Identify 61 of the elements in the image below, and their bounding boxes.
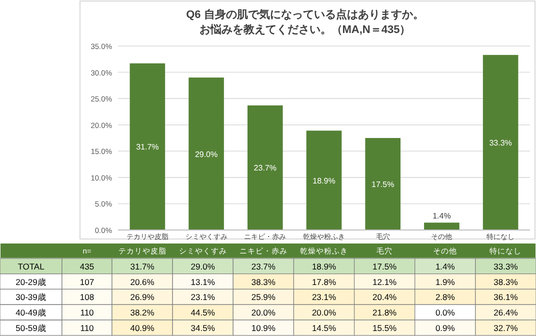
bar	[482, 54, 518, 230]
chart-title: Q6 自身の肌で気になっている点はありますか。	[186, 8, 424, 21]
data-label: 0.9%	[435, 323, 456, 333]
data-label: 15.5%	[372, 323, 398, 333]
bar	[306, 130, 342, 230]
data-label: 2.8%	[435, 292, 456, 302]
data-label: 12.1%	[372, 276, 398, 287]
bar	[130, 63, 166, 230]
data-label: 1.4%	[435, 261, 456, 272]
data-label: 10.9%	[251, 323, 276, 333]
data-label: 110	[80, 308, 94, 318]
bar	[424, 222, 460, 230]
data-label: 21.8%	[372, 308, 398, 318]
data-label: 18.9%	[312, 176, 336, 186]
data-label: 26.9%	[130, 292, 155, 302]
data-label: 1.4%	[432, 212, 451, 221]
y-tick-label: 40-49歳	[16, 308, 46, 318]
data-label: 0.0%	[435, 308, 456, 318]
data-label: 18.9%	[312, 261, 336, 272]
data-label: 26.4%	[494, 308, 518, 318]
data-label: 29.0%	[194, 150, 218, 159]
bar	[247, 105, 283, 230]
y-tick-label: 30-39歳	[16, 292, 46, 302]
data-label: 435	[80, 261, 94, 272]
data-label: 33.3%	[494, 261, 518, 272]
y-tick-label: 20-29歳	[16, 276, 46, 287]
y-tick-label: TOTAL	[18, 261, 45, 272]
data-label: 31.7%	[136, 142, 159, 152]
data-label: 23.7%	[254, 164, 276, 173]
data-label: 34.5%	[190, 323, 216, 333]
data-label: 1.9%	[435, 276, 456, 287]
data-label: 107	[80, 276, 94, 287]
data-label: 23.1%	[190, 292, 216, 302]
data-label: 17.5%	[372, 180, 394, 189]
data-label: 13.1%	[190, 276, 216, 287]
data-label: 20.0%	[251, 308, 276, 318]
data-label: 25.9%	[251, 292, 276, 302]
data-label: 40.9%	[130, 323, 155, 333]
data-label: 31.7%	[130, 261, 155, 272]
data-label: 23.1%	[312, 292, 336, 302]
data-label: 17.8%	[312, 276, 336, 287]
chart-subtitle: お悩みを教えてください。（MA,N＝435）	[199, 23, 411, 36]
data-label: 36.1%	[494, 292, 518, 302]
data-label: 44.5%	[190, 308, 216, 318]
data-label: 110	[80, 323, 94, 333]
data-label: 17.5%	[372, 261, 398, 272]
data-label: 33.3%	[489, 138, 512, 148]
data-label: 32.7%	[494, 323, 518, 333]
bar	[188, 78, 224, 230]
data-label: 14.5%	[312, 323, 336, 333]
data-label: 38.3%	[251, 276, 276, 287]
data-label: 38.2%	[130, 308, 155, 318]
data-label: 20.4%	[372, 292, 398, 302]
data-label: 38.3%	[494, 276, 518, 287]
data-label: 108	[80, 292, 94, 302]
data-label: 23.7%	[251, 261, 276, 272]
bar	[365, 138, 401, 230]
data-label: 20.6%	[130, 276, 155, 287]
data-label: 29.0%	[190, 261, 216, 272]
y-tick-label: 50-59歳	[16, 323, 46, 333]
data-label: 20.0%	[312, 308, 336, 318]
